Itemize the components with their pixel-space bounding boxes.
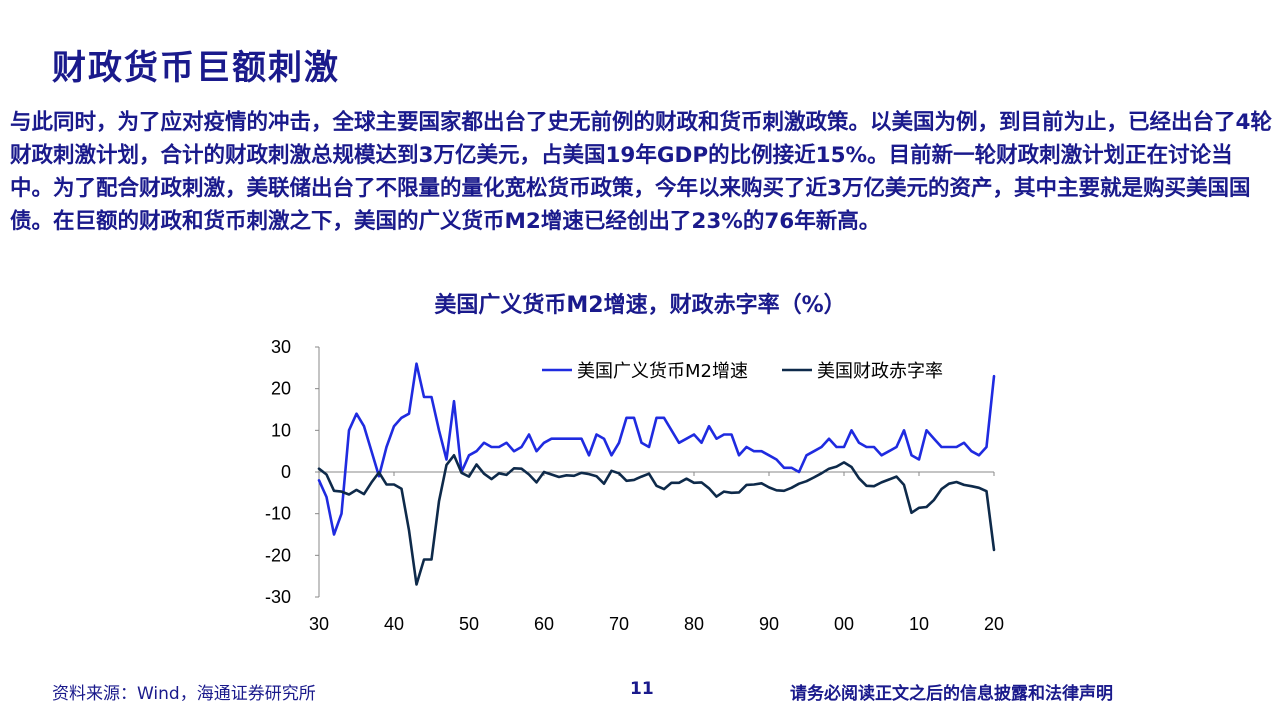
footer-disclaimer: 请务必阅读正文之后的信息披露和法律声明 — [790, 684, 1113, 704]
footer-source: 资料来源：Wind，海通证券研究所 — [52, 684, 316, 704]
slide-title: 财政货币巨额刺激 — [52, 48, 340, 88]
x-tick-label: 60 — [534, 614, 554, 634]
legend-label: 美国财政赤字率 — [817, 361, 943, 382]
x-tick-label: 90 — [759, 614, 779, 634]
m2-deficit-line-chart: 30 20 10 0 -10 -20 -30 30 40 50 60 70 80 90 00 10 20 美国广义… — [265, 337, 1004, 634]
x-tick-label: 30 — [309, 614, 329, 634]
x-tick-label: 80 — [684, 614, 704, 634]
x-tick-label: 50 — [459, 614, 479, 634]
fiscal-deficit-line — [317, 454, 996, 586]
m2-growth-line — [317, 362, 996, 536]
x-tick-label: 20 — [984, 614, 1004, 634]
y-tick-label: 0 — [281, 462, 291, 482]
y-tick-label: -20 — [265, 545, 291, 565]
x-tick-label: 70 — [609, 614, 629, 634]
y-tick-label: -30 — [265, 587, 291, 607]
x-tick-label: 00 — [834, 614, 854, 634]
body-paragraph: 与此同时，为了应对疫情的冲击，全球主要国家都出台了史无前例的财政和货币刺激政策。… — [10, 110, 1272, 234]
legend-label: 美国广义货币M2增速 — [577, 361, 748, 382]
y-tick-label: 10 — [271, 420, 291, 440]
x-tick-label: 10 — [909, 614, 929, 634]
y-tick-label: 30 — [271, 337, 291, 357]
x-tick-label: 40 — [384, 614, 404, 634]
y-tick-label: 20 — [271, 379, 291, 399]
page-number: 11 — [630, 679, 654, 699]
chart-title: 美国广义货币M2增速，财政赤字率（%） — [434, 293, 846, 318]
y-tick-label: -10 — [265, 504, 291, 524]
